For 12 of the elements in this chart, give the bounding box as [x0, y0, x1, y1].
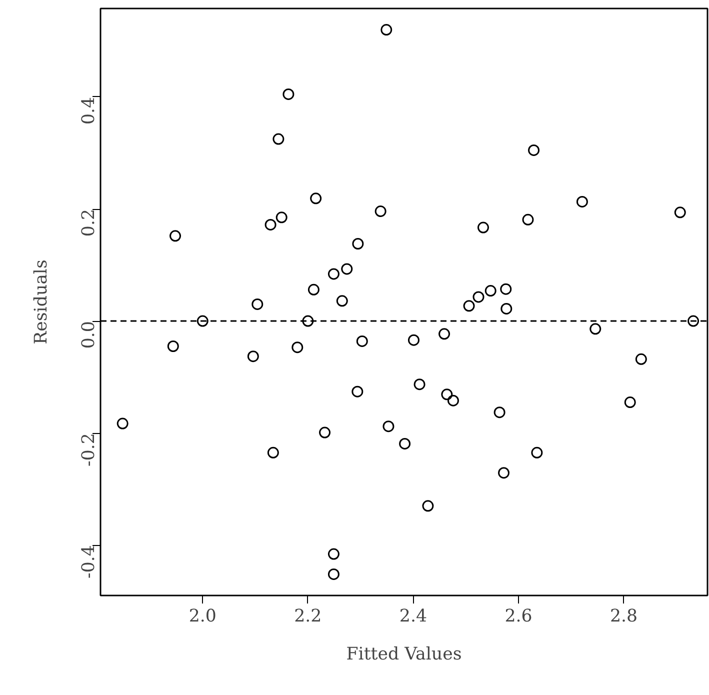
y-tick-label: 0.4 — [79, 96, 99, 125]
y-tick-label: -0.4 — [79, 545, 99, 578]
x-tick-label: 2.0 — [188, 606, 216, 626]
x-tick-label: 2.6 — [504, 606, 532, 626]
y-axis-title: Residuals — [32, 260, 52, 344]
y-tick-label: 0.0 — [79, 321, 99, 349]
x-tick-label: 2.2 — [294, 606, 322, 626]
y-tick-label: -0.2 — [79, 433, 99, 466]
x-tick-label: 2.4 — [399, 606, 427, 626]
x-tick-label: 2.8 — [610, 606, 638, 626]
x-axis-title: Fitted Values — [346, 644, 462, 664]
y-tick-label: 0.2 — [79, 209, 99, 237]
